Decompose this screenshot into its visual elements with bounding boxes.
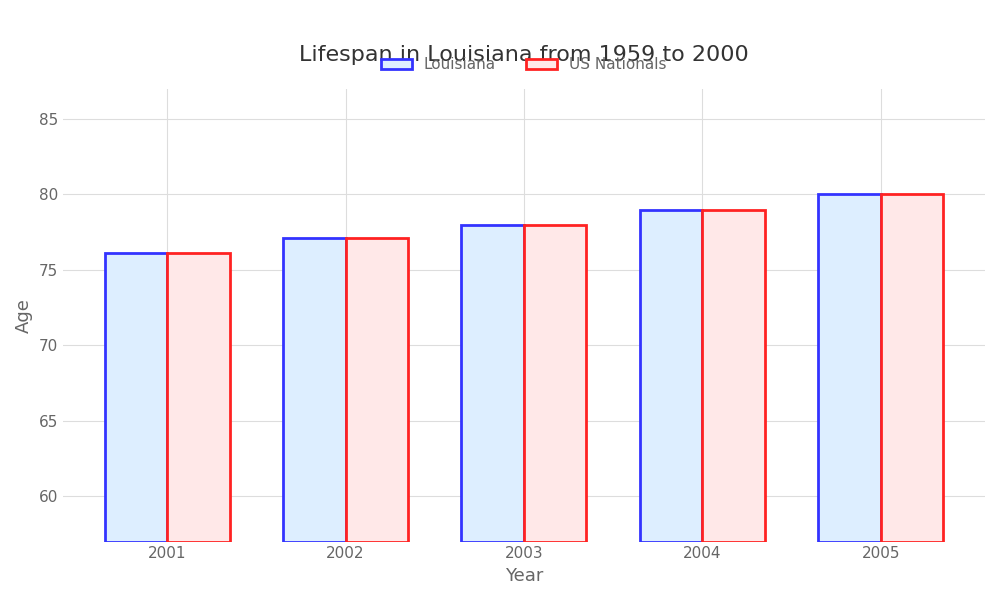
Bar	[524, 224, 586, 542]
X-axis label: Year: Year	[505, 567, 543, 585]
Legend: Louisiana, US Nationals: Louisiana, US Nationals	[375, 51, 673, 79]
Bar	[640, 209, 702, 542]
Bar	[105, 253, 167, 542]
Y-axis label: Age: Age	[15, 298, 33, 332]
Bar	[702, 209, 765, 542]
Bar	[346, 238, 408, 542]
Bar	[461, 224, 524, 542]
Bar	[881, 194, 943, 542]
Bar	[283, 238, 346, 542]
Bar	[167, 253, 230, 542]
Title: Lifespan in Louisiana from 1959 to 2000: Lifespan in Louisiana from 1959 to 2000	[299, 45, 749, 65]
Bar	[818, 194, 881, 542]
